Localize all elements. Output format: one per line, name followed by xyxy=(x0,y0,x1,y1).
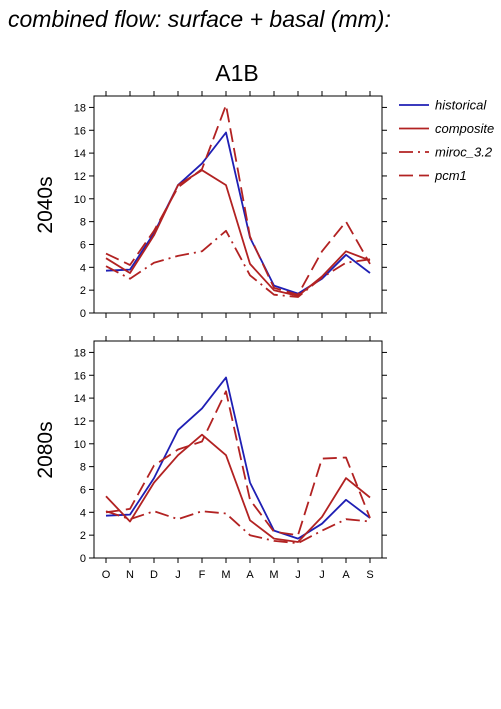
y-tick-label: 2 xyxy=(80,285,86,297)
y-tick-label: 12 xyxy=(74,416,86,428)
legend-label: historical xyxy=(435,98,487,113)
y-tick-label: 6 xyxy=(80,484,86,496)
y-tick-label: 2 xyxy=(80,530,86,542)
y-tick-label: 8 xyxy=(80,462,86,474)
y-tick-label: 4 xyxy=(80,507,86,519)
y-tick-label: 12 xyxy=(74,171,86,183)
legend-label: miroc_3.2 xyxy=(435,145,493,160)
y-tick-label: 14 xyxy=(74,393,86,405)
x-tick-label: A xyxy=(246,569,254,581)
x-tick-label: J xyxy=(295,569,301,581)
y-tick-label: 18 xyxy=(74,347,86,359)
y-tick-label: 8 xyxy=(80,217,86,229)
series-line-historical xyxy=(105,131,371,295)
panel-label-2080s: 2080s xyxy=(34,421,57,478)
series-line-miroc-3-2 xyxy=(105,229,371,298)
legend: historical composite miroc_3.2 pcm1 xyxy=(399,98,494,183)
x-tick-label: J xyxy=(319,569,325,581)
y-tick-label: 16 xyxy=(74,125,86,137)
x-tick-label: F xyxy=(199,569,206,581)
x-tick-label: J xyxy=(175,569,181,581)
y-tick-label: 0 xyxy=(80,553,86,565)
y-tick-label: 10 xyxy=(74,439,86,451)
y-tick-label: 0 xyxy=(80,308,86,320)
x-tick-label: M xyxy=(269,569,278,581)
y-tick-label: 18 xyxy=(74,102,86,114)
x-tick-label: A xyxy=(342,569,350,581)
panel-2080s: 0 2 4 6 8 10 12 14 16 18 O N D J F M A M J J A S xyxy=(74,336,387,581)
panel-2040s: 0 2 4 6 8 10 12 14 16 18 xyxy=(74,91,387,320)
x-tick-label: N xyxy=(126,569,134,581)
x-tick-label: D xyxy=(150,569,158,581)
series-line-pcm1 xyxy=(105,390,371,537)
x-tick-label: M xyxy=(221,569,230,581)
legend-label: composite xyxy=(435,121,494,136)
y-tick-label: 16 xyxy=(74,370,86,382)
y-tick-label: 4 xyxy=(80,262,86,274)
series-line-composite xyxy=(105,169,371,297)
series-line-composite xyxy=(105,433,371,543)
y-tick-label: 6 xyxy=(80,239,86,251)
series-line-historical xyxy=(105,376,371,540)
plot-frame xyxy=(93,95,383,314)
x-tick-label: S xyxy=(366,569,373,581)
y-tick-label: 10 xyxy=(74,194,86,206)
panel-label-2040s: 2040s xyxy=(34,176,57,233)
y-tick-label: 14 xyxy=(74,148,86,160)
series-line-pcm1 xyxy=(105,104,371,296)
legend-label: pcm1 xyxy=(434,168,467,183)
series-line-miroc-3-2 xyxy=(105,510,371,545)
page-title: combined flow: surface + basal (mm): xyxy=(8,6,391,32)
plot-frame xyxy=(93,340,383,559)
scenario-title: A1B xyxy=(215,60,258,86)
x-tick-label: O xyxy=(102,569,111,581)
